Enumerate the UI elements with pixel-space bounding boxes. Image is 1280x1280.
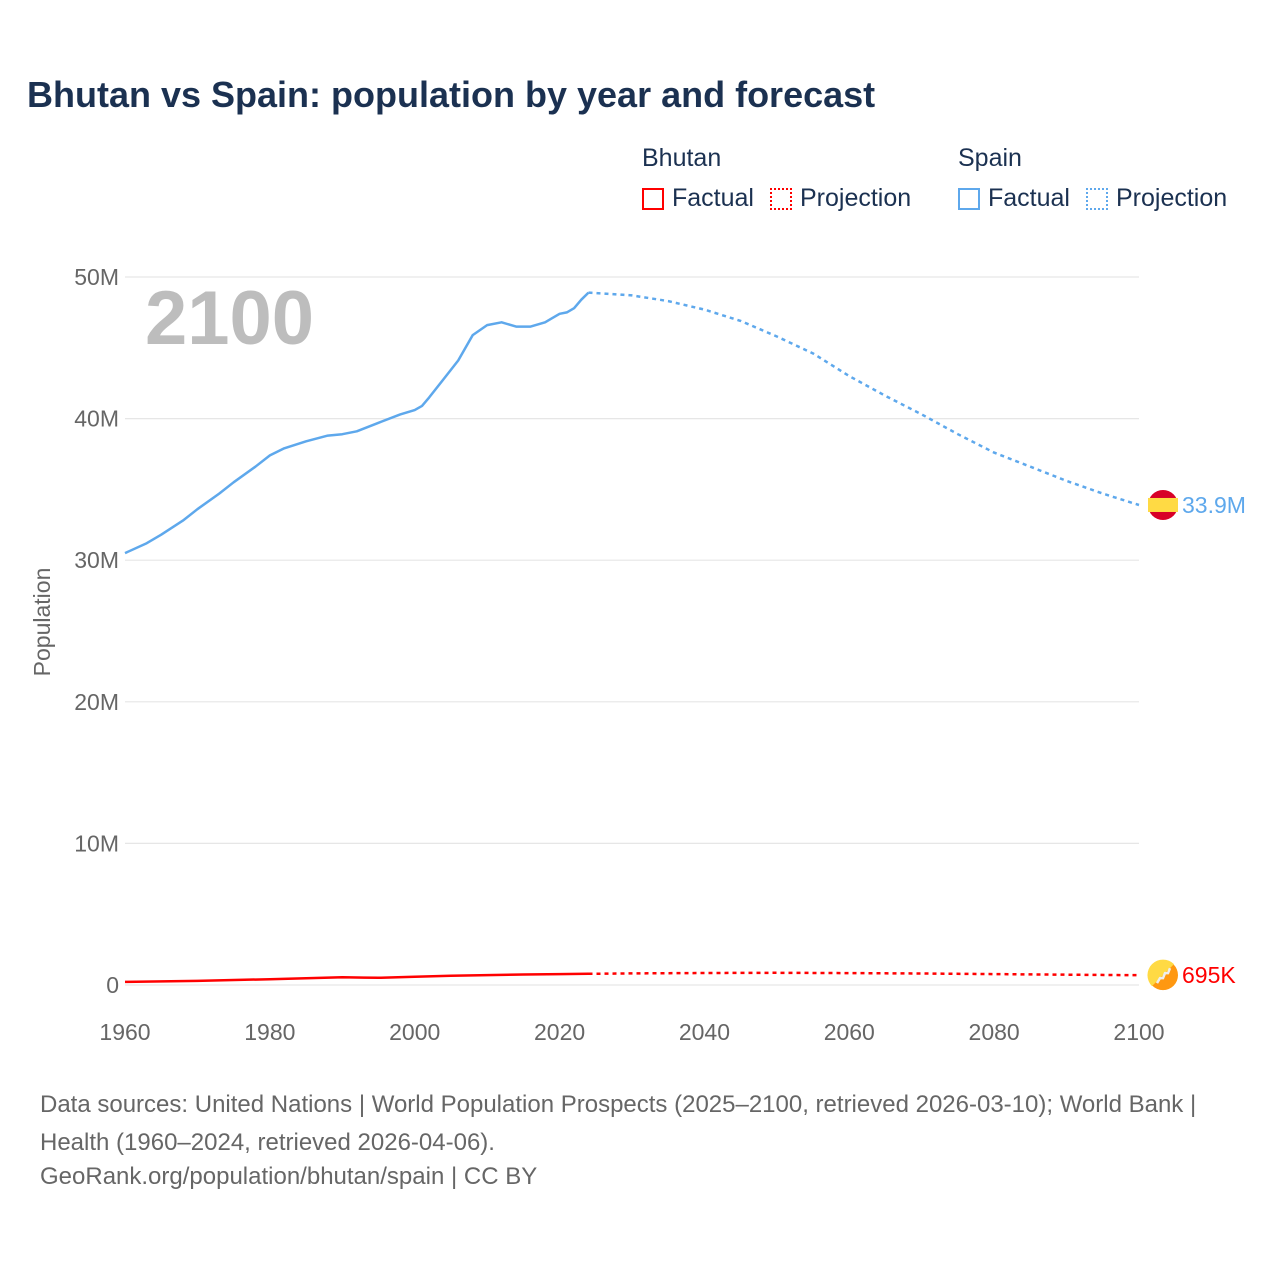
legend-label: Factual [672, 184, 754, 212]
spain-end-label: 33.9M [1182, 492, 1246, 518]
legend-bhutan-projection[interactable]: Projection [769, 184, 912, 213]
current-year-label: 2100 [145, 276, 314, 361]
x-tick-label: 1980 [244, 1019, 295, 1045]
chart-title: Bhutan vs Spain: population by year and … [27, 74, 876, 115]
spain-projection-line [588, 291, 1140, 507]
legend-spain-projection[interactable]: Projection [1085, 184, 1228, 213]
solid-swatch-icon [958, 187, 980, 210]
x-tick-label: 2000 [389, 1019, 440, 1045]
solid-swatch-icon [642, 187, 664, 210]
flag-dragon [1155, 967, 1172, 984]
legend-label: Projection [1115, 184, 1228, 212]
legend-group-title: Bhutan [642, 144, 722, 172]
flag-yellow-band [1148, 497, 1178, 512]
x-tick-label: 2040 [679, 1019, 730, 1045]
y-tick-label: 10M [74, 830, 119, 856]
y-axis-title: Population [29, 568, 55, 677]
y-tick-label: 20M [74, 689, 119, 715]
bhutan-end-label: 695K [1182, 962, 1236, 988]
spain-factual-line [124, 291, 590, 555]
y-tick-label: 0 [106, 972, 119, 998]
legend-spain-factual[interactable]: Factual [958, 184, 1070, 213]
legend-bhutan: Bhutan Factual Projection [642, 144, 927, 213]
x-tick-label: 2060 [824, 1019, 875, 1045]
x-tick-label: 2100 [1113, 1019, 1164, 1045]
legend-bhutan-factual[interactable]: Factual [642, 184, 754, 213]
x-tick-label: 2080 [969, 1019, 1020, 1045]
data-sources: Data sources: United Nations | World Pop… [40, 1091, 1197, 1156]
flag-yellow [1147, 959, 1174, 987]
y-tick-label: 40M [74, 406, 119, 432]
bhutan-factual-line [124, 972, 589, 984]
spain-flag-icon [1148, 489, 1178, 520]
legend-label: Factual [988, 184, 1070, 212]
dotted-swatch-icon [769, 187, 792, 210]
dotted-swatch-icon [1085, 187, 1108, 210]
legend-label: Projection [799, 184, 912, 212]
x-tick-label: 1960 [99, 1019, 150, 1045]
legend-spain: Spain Factual Projection [958, 144, 1243, 213]
credit-link[interactable]: GeoRank.org/population/bhutan/spain | CC… [40, 1163, 538, 1190]
y-tick-label: 30M [74, 547, 119, 573]
x-tick-label: 2020 [534, 1019, 585, 1045]
legend-group-title: Spain [958, 144, 1022, 172]
bhutan-projection-line [588, 971, 1140, 977]
y-tick-label: 50M [74, 264, 119, 290]
bhutan-flag-icon [1147, 959, 1178, 991]
